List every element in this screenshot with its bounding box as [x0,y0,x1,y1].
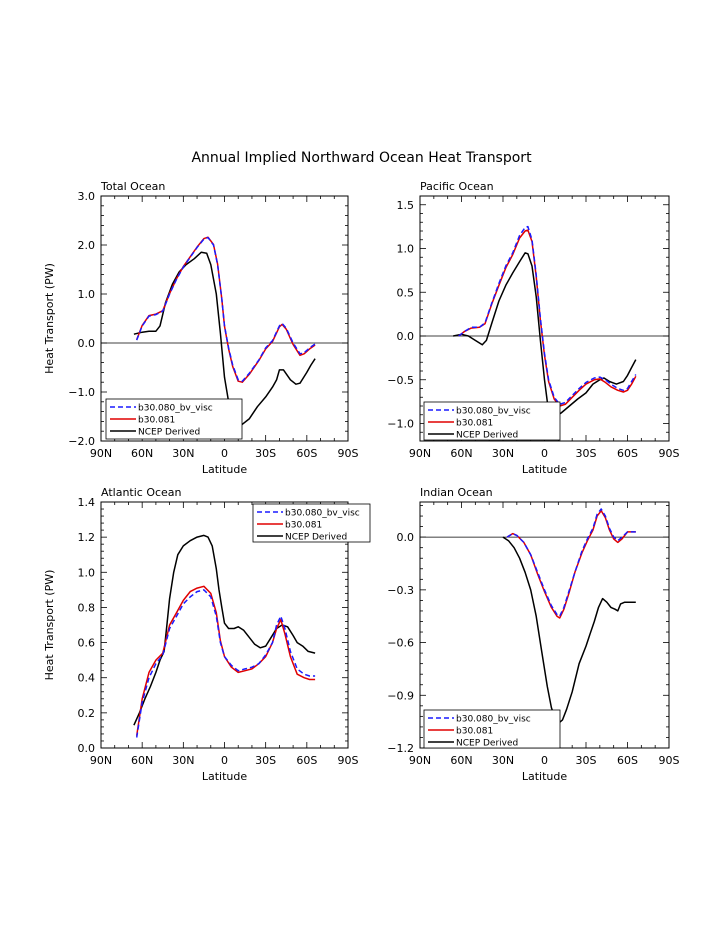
y-tick-label: 0.0 [78,337,96,350]
y-tick-label: 1.4 [78,496,96,509]
y-tick-label: −1.2 [387,742,414,755]
x-tick-label: 60N [131,447,153,460]
x-tick-label: 60S [296,447,317,460]
legend-label: NCEP Derived [285,533,347,543]
x-tick-label: 30S [255,447,276,460]
x-tick-label: 60N [450,754,472,767]
y-axis-label: Heat Transport (PW) [43,570,56,681]
legend-label: b30.081 [285,521,322,531]
y-axis-label: Heat Transport (PW) [43,263,56,374]
x-tick-label: 30N [172,754,194,767]
legend-label: b30.081 [456,419,493,429]
legend-label: b30.080_bv_visc [456,407,531,417]
x-tick-label: 60S [617,754,638,767]
x-tick-label: 90N [90,754,112,767]
panel-title: Indian Ocean [420,486,493,499]
series-line-ncep [502,536,636,725]
x-tick-label: 60S [296,754,317,767]
x-tick-label: 30S [255,754,276,767]
panel-title: Total Ocean [100,180,165,193]
x-tick-label: 60N [131,754,153,767]
y-tick-label: 1.0 [78,566,96,579]
x-tick-label: 90N [409,447,431,460]
x-tick-label: 90N [90,447,112,460]
legend-label: b30.081 [138,416,175,426]
x-tick-label: 60N [450,447,472,460]
x-tick-label: 30N [492,447,514,460]
x-axis-label: Latitude [202,463,248,476]
y-tick-label: 0.4 [78,672,96,685]
series-line-b081 [506,510,636,619]
legend-label: b30.080_bv_visc [456,715,531,725]
y-tick-label: 1.0 [78,288,96,301]
x-tick-label: 0 [221,447,228,460]
series-line-ncep [133,534,316,726]
x-tick-label: 90S [659,447,680,460]
x-tick-label: 90S [338,447,359,460]
x-axis-label: Latitude [522,463,568,476]
y-tick-label: 0.5 [397,286,415,299]
series-line-b081 [135,585,316,736]
y-tick-label: 1.5 [397,199,415,212]
x-tick-label: 0 [541,447,548,460]
legend-label: NCEP Derived [456,739,518,749]
x-tick-label: 30N [492,754,514,767]
legend-label: NCEP Derived [456,431,518,441]
y-tick-label: −0.9 [387,689,414,702]
y-tick-label: 1.2 [78,531,96,544]
panel-title: Atlantic Ocean [101,486,182,499]
series-line-visc [135,589,316,738]
y-tick-label: 0.8 [78,601,96,614]
y-tick-label: 3.0 [78,190,96,203]
y-tick-label: 0.2 [78,707,96,720]
legend-label: b30.080_bv_visc [285,509,360,519]
y-tick-label: −0.6 [387,637,414,650]
x-tick-label: 90S [659,754,680,767]
series-line-ncep [453,252,637,418]
y-tick-label: −0.5 [387,374,414,387]
x-axis-label: Latitude [522,770,568,783]
y-tick-label: 1.0 [397,243,415,256]
legend-label: b30.080_bv_visc [138,404,213,414]
y-tick-label: −1.0 [387,418,414,431]
y-tick-label: −1.0 [68,386,95,399]
y-tick-label: 2.0 [78,239,96,252]
y-tick-label: 0.0 [397,531,415,544]
x-tick-label: 30N [172,447,194,460]
y-tick-label: 0.0 [78,742,96,755]
series-line-b081 [458,229,637,407]
panel-title: Pacific Ocean [420,180,494,193]
x-tick-label: 30S [576,754,597,767]
figure-title: Annual Implied Northward Ocean Heat Tran… [191,150,532,166]
y-tick-label: −2.0 [68,435,95,448]
x-axis-label: Latitude [202,770,248,783]
x-tick-label: 30S [576,447,597,460]
x-tick-label: 90N [409,754,431,767]
legend-label: NCEP Derived [138,428,200,438]
x-tick-label: 0 [541,754,548,767]
y-tick-label: −0.3 [387,584,414,597]
x-tick-label: 60S [617,447,638,460]
legend-label: b30.081 [456,727,493,737]
x-tick-label: 90S [338,754,359,767]
series-line-visc [136,236,316,382]
y-tick-label: 0.0 [397,330,415,343]
series-line-visc [506,508,636,617]
y-tick-label: 0.6 [78,637,96,650]
x-tick-label: 0 [221,754,228,767]
